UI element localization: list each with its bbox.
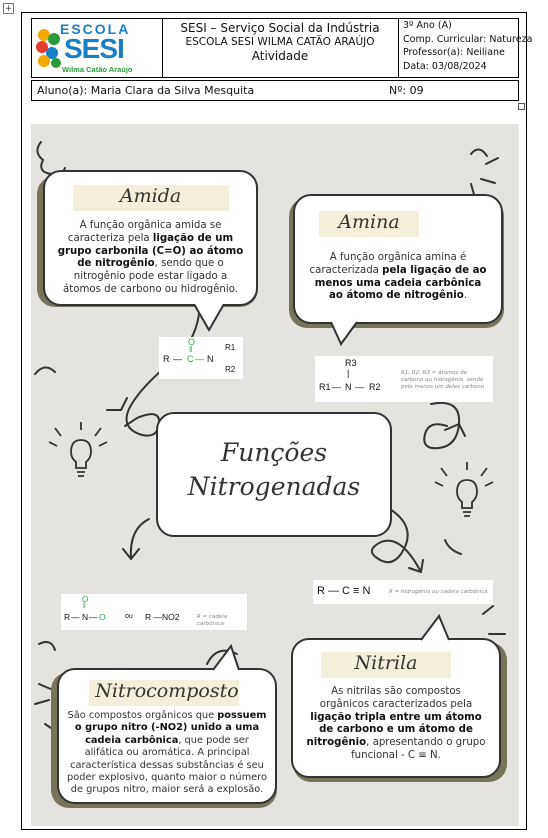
amida-title-band <box>73 185 229 211</box>
student-name: Aluno(a): Maria Clara da Silva Mesquita <box>37 84 255 97</box>
nitrocomposto-formula: O ‖ R — N — O ou R —NO2 R = cadeia carbô… <box>61 594 247 630</box>
center-title-box: Funções Nitrogenadas <box>156 412 392 537</box>
doc-type: Atividade <box>251 49 309 63</box>
nitrocomposto-text: São compostos orgânicos que possuem o gr… <box>67 710 267 796</box>
amida-title: Amida <box>119 185 182 207</box>
grade: 3º Ano (A) <box>403 20 452 31</box>
school-name: ESCOLA SESI WILMA CATÃO ARAÚJO <box>185 36 375 48</box>
amina-card: Amina A função orgânica amina é caracter… <box>293 194 503 324</box>
amina-text: A função orgânica amina é caracterizada … <box>309 252 487 302</box>
school-logo: ESCOLA SESI Wilma Catão Araújo <box>32 19 163 77</box>
nitrocomposto-tail <box>212 643 240 671</box>
amida-formula: O ‖ R — C — N R1 R2 <box>159 337 243 379</box>
amina-title: Amina <box>338 211 400 233</box>
subject: Comp. Curricular: Natureza <box>403 33 533 45</box>
nitrila-card: Nitrila As nitrilas são compostos orgâni… <box>291 638 501 778</box>
date: Data: 03/08/2024 <box>403 60 487 72</box>
amida-card: Amida A função orgânica amida se caracte… <box>43 170 258 306</box>
logo-school-name: Wilma Catão Araújo <box>62 65 133 74</box>
header-table: ESCOLA SESI Wilma Catão Araújo SESI – Se… <box>31 18 533 78</box>
teacher: Professor(a): Neiliane <box>403 47 505 58</box>
nitrila-title: Nitrila <box>354 652 418 674</box>
nitrila-tail <box>420 614 450 641</box>
nitrila-formula: R — C ≡ N R = hidrogênio ou cadeia carbô… <box>313 580 493 604</box>
student-number: Nº: 09 <box>389 84 424 97</box>
row-handle[interactable] <box>518 103 525 110</box>
header-info: 3º Ano (A) Comp. Curricular: Natureza Pr… <box>398 19 533 77</box>
center-title-line2: Nitrogenadas <box>187 472 361 501</box>
nitrocomposto-title-band <box>89 680 239 706</box>
amida-text: A função orgânica amida se caracteriza p… <box>57 220 244 295</box>
institution-name: SESI – Serviço Social da Indústria <box>180 21 380 35</box>
student-row: Aluno(a): Maria Clara da Silva Mesquita … <box>31 80 519 101</box>
center-title-line1: Funções <box>220 438 328 467</box>
logo-sesi: SESI <box>64 33 125 64</box>
page-border <box>21 12 527 830</box>
nitrocomposto-card: Nitrocomposto São compostos orgânicos qu… <box>57 668 277 804</box>
amina-formula: R3 | R1 — N — R2 R1, R2, R3 = átomos de … <box>315 356 493 402</box>
bulb-icons <box>48 422 494 517</box>
poster-image: Amida A função orgânica amida se caracte… <box>31 124 519 826</box>
table-move-handle[interactable]: + <box>3 3 14 14</box>
nitrocomposto-title: Nitrocomposto <box>95 680 239 702</box>
logo-escola: ESCOLA <box>60 21 131 37</box>
amida-tail <box>193 304 225 333</box>
amina-tail <box>330 321 358 346</box>
nitrila-title-band <box>321 652 451 678</box>
sesi-logo-icon <box>36 29 61 68</box>
amina-title-band <box>319 211 419 237</box>
header-center: SESI – Serviço Social da Indústria ESCOL… <box>162 19 399 77</box>
nitrila-text: As nitrilas são compostos orgânicos cara… <box>306 686 486 761</box>
